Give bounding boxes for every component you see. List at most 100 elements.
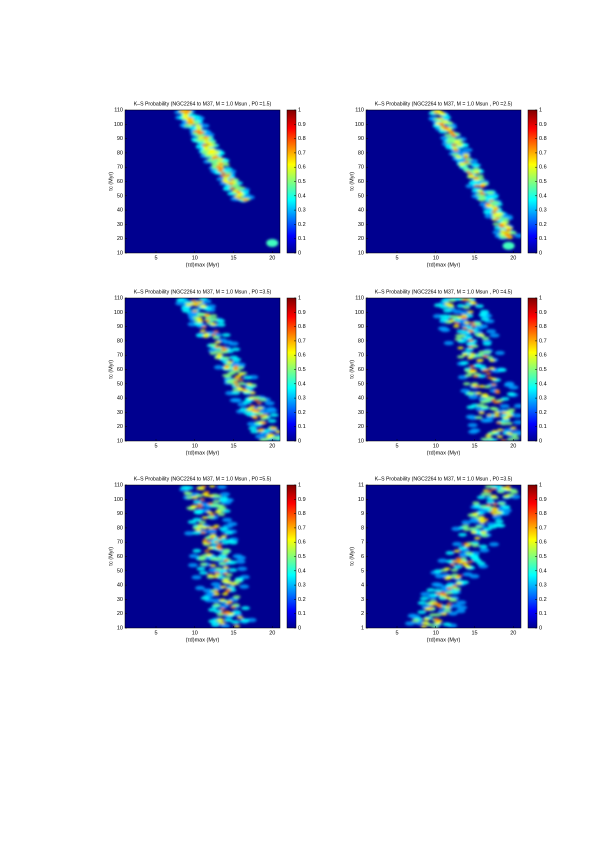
contour-blob bbox=[458, 162, 466, 166]
contour-blob bbox=[472, 167, 481, 171]
contour-blob bbox=[457, 346, 464, 350]
contour-blob bbox=[218, 167, 225, 171]
contour-blob bbox=[500, 422, 508, 426]
contour-blob bbox=[202, 541, 209, 545]
contour-blob bbox=[198, 520, 207, 524]
contour-blob bbox=[486, 195, 496, 200]
contour-blob bbox=[465, 170, 472, 174]
contour-blob bbox=[206, 541, 212, 544]
contour-blob bbox=[455, 581, 462, 585]
contour-blob bbox=[217, 169, 223, 173]
contour-blob bbox=[197, 503, 203, 506]
contour-blob bbox=[482, 341, 492, 346]
contour-blob bbox=[448, 298, 456, 303]
contour-blob bbox=[213, 590, 219, 593]
colorbar-tick-label: 0.1 bbox=[539, 424, 547, 430]
contour-blob bbox=[480, 192, 486, 195]
colorbar-tick-label: 0.8 bbox=[539, 511, 547, 517]
contour-blob bbox=[445, 140, 454, 144]
contour-blob bbox=[491, 201, 500, 205]
contour-blob bbox=[255, 434, 266, 439]
contour-blob bbox=[496, 435, 504, 439]
contour-blob bbox=[428, 606, 434, 609]
contour-blob bbox=[206, 511, 213, 514]
contour-blob bbox=[233, 380, 239, 384]
contour-blob bbox=[506, 432, 513, 435]
contour-blob bbox=[451, 146, 459, 150]
contour-blob bbox=[455, 560, 461, 564]
contour-blob bbox=[195, 127, 203, 131]
contour-blob bbox=[216, 537, 223, 540]
contour-blob bbox=[417, 601, 427, 605]
y-tick-label: 10 bbox=[358, 438, 364, 444]
contour-blob bbox=[196, 132, 203, 135]
contour-blob bbox=[443, 340, 454, 346]
y-tick-label: 90 bbox=[358, 136, 364, 142]
y-tick-label: 9 bbox=[361, 511, 364, 517]
contour-blob bbox=[228, 560, 237, 565]
contour-blob bbox=[246, 617, 257, 623]
colorbar-tick-label: 0.7 bbox=[539, 338, 547, 344]
y-tick-label: 2 bbox=[361, 611, 364, 617]
colorbar-tick-label: 1 bbox=[539, 295, 542, 301]
contour-blob bbox=[211, 333, 217, 337]
contour-blob bbox=[175, 301, 186, 306]
contour-blob bbox=[210, 317, 219, 321]
contour-blob bbox=[232, 610, 241, 615]
contour-blob bbox=[437, 117, 444, 121]
contour-blob bbox=[510, 490, 519, 494]
contour-blob bbox=[446, 602, 452, 605]
contour-blob bbox=[517, 431, 521, 436]
contour-blob bbox=[256, 401, 262, 405]
x-tick-label: 20 bbox=[269, 255, 275, 261]
y-tick-label: 60 bbox=[117, 179, 123, 185]
contour-blob bbox=[483, 527, 493, 532]
contour-blob bbox=[256, 412, 264, 416]
y-tick-label: 20 bbox=[117, 611, 123, 617]
contour-blob bbox=[473, 176, 479, 180]
y-tick-label: 100 bbox=[114, 122, 123, 128]
contour-blob bbox=[436, 592, 442, 595]
contour-blob bbox=[464, 321, 471, 325]
contour-blob bbox=[238, 372, 245, 376]
contour-blob bbox=[232, 553, 243, 559]
y-axis-label: τc (Myr) bbox=[108, 360, 114, 379]
x-tick-label: 5 bbox=[395, 443, 398, 449]
contour-blob bbox=[478, 516, 486, 519]
contour-field bbox=[175, 298, 280, 441]
colorbar-tick-label: 0.2 bbox=[539, 410, 547, 416]
contour-blob bbox=[226, 380, 234, 384]
y-tick-label: 50 bbox=[358, 381, 364, 387]
contour-blob bbox=[475, 391, 482, 395]
contour-blob bbox=[193, 510, 203, 515]
contour-blob bbox=[487, 489, 493, 493]
contour-blob bbox=[434, 613, 442, 617]
contour-blob bbox=[229, 186, 235, 190]
contour-blob bbox=[463, 382, 471, 386]
contour-blob bbox=[243, 375, 252, 380]
contour-blob bbox=[260, 416, 268, 421]
contour-blob bbox=[450, 568, 459, 572]
contour-blob bbox=[411, 618, 420, 623]
contour-blob bbox=[423, 617, 430, 621]
contour-blob bbox=[433, 588, 443, 593]
contour-blob bbox=[220, 535, 228, 538]
y-tick-label: 70 bbox=[117, 165, 123, 171]
contour-blob bbox=[437, 603, 443, 606]
contour-blob bbox=[487, 376, 493, 379]
contour-blob bbox=[495, 391, 501, 394]
contour-blob bbox=[461, 353, 469, 356]
contour-blob bbox=[497, 368, 507, 372]
contour-blob bbox=[444, 302, 451, 306]
contour-blob bbox=[474, 536, 481, 540]
contour-blob bbox=[463, 160, 470, 164]
x-tick-label: 10 bbox=[192, 630, 198, 636]
contour-blob bbox=[201, 299, 212, 304]
colorbar-tick-label: 0.7 bbox=[298, 338, 306, 344]
contour-blob bbox=[209, 564, 217, 568]
contour-blob bbox=[195, 585, 206, 591]
contour-blob bbox=[214, 572, 220, 575]
contour-blob bbox=[440, 612, 448, 616]
